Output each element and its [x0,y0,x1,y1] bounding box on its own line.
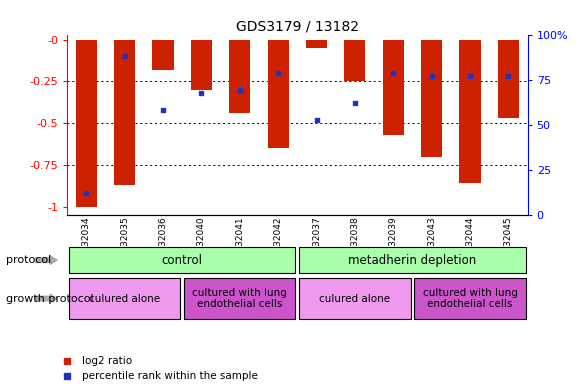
Text: cultured with lung
endothelial cells: cultured with lung endothelial cells [192,288,287,310]
Bar [229,40,250,113]
Bar [69,247,296,273]
Text: growth protocol: growth protocol [6,293,93,304]
Bar [306,40,327,48]
Bar [184,278,296,319]
Bar [152,40,174,70]
Text: control: control [161,254,203,266]
FancyArrow shape [35,256,57,265]
Text: cultured with lung
endothelial cells: cultured with lung endothelial cells [423,288,518,310]
Bar [299,278,410,319]
Text: culured alone: culured alone [89,293,160,304]
Text: log2 ratio: log2 ratio [82,356,132,366]
Bar [76,40,97,207]
Bar [382,40,404,135]
Bar [191,40,212,90]
Title: GDS3179 / 13182: GDS3179 / 13182 [236,20,359,33]
Text: protocol: protocol [6,255,51,265]
Text: percentile rank within the sample: percentile rank within the sample [82,371,258,381]
FancyArrow shape [35,294,57,303]
Bar [459,40,480,183]
Bar [114,40,135,185]
Bar [498,40,519,118]
Bar [69,278,180,319]
Bar [299,247,526,273]
Bar [415,278,526,319]
Bar [421,40,442,157]
Bar [345,40,366,81]
Text: metadherin depletion: metadherin depletion [349,254,476,266]
Bar [268,40,289,148]
Text: culured alone: culured alone [319,293,391,304]
